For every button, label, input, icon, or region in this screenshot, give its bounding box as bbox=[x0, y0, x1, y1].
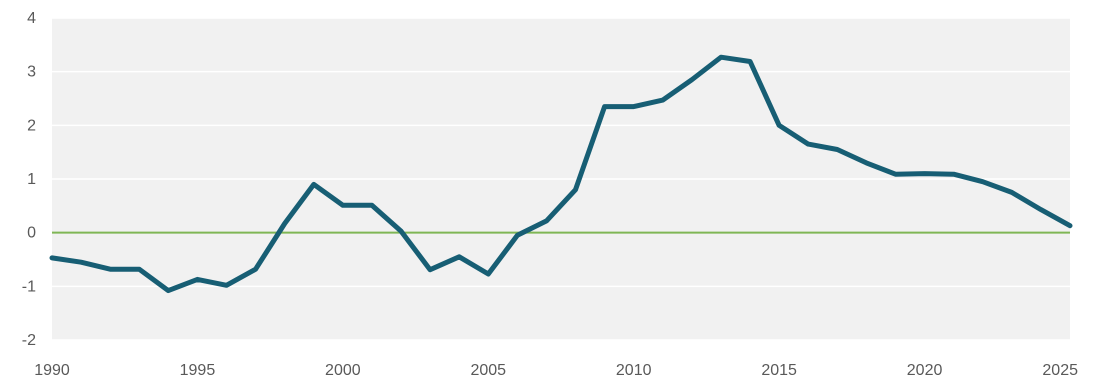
y-tick-label: -2 bbox=[22, 332, 36, 349]
x-tick-label: 1995 bbox=[180, 362, 216, 379]
x-tick-label: 1990 bbox=[34, 362, 70, 379]
y-tick-label: 0 bbox=[27, 225, 36, 242]
x-tick-label: 2020 bbox=[907, 362, 943, 379]
x-tick-label: 2005 bbox=[470, 362, 506, 379]
series-line bbox=[49, 54, 1073, 294]
y-tick-label: 1 bbox=[27, 171, 36, 188]
y-tick-label: 4 bbox=[27, 10, 36, 27]
x-tick-label: 2010 bbox=[616, 362, 652, 379]
x-tick-label: 2015 bbox=[761, 362, 797, 379]
x-tick-label: 2000 bbox=[325, 362, 361, 379]
y-tick-label: 3 bbox=[27, 64, 36, 81]
x-tick-label: 2025 bbox=[1042, 362, 1078, 379]
y-tick-label: -1 bbox=[22, 278, 36, 295]
x-axis-tick-labels: 1990 1995 2000 2005 2010 2015 2020 2025 bbox=[34, 362, 1078, 379]
y-axis-tick-labels: -2 -1 0 1 2 3 4 bbox=[22, 10, 36, 349]
y-tick-label: 2 bbox=[27, 117, 36, 134]
